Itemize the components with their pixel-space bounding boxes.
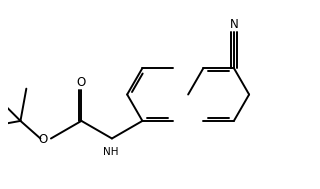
Text: O: O <box>38 133 47 146</box>
Text: NH: NH <box>103 147 118 157</box>
Text: O: O <box>77 76 86 89</box>
Text: N: N <box>229 18 238 31</box>
